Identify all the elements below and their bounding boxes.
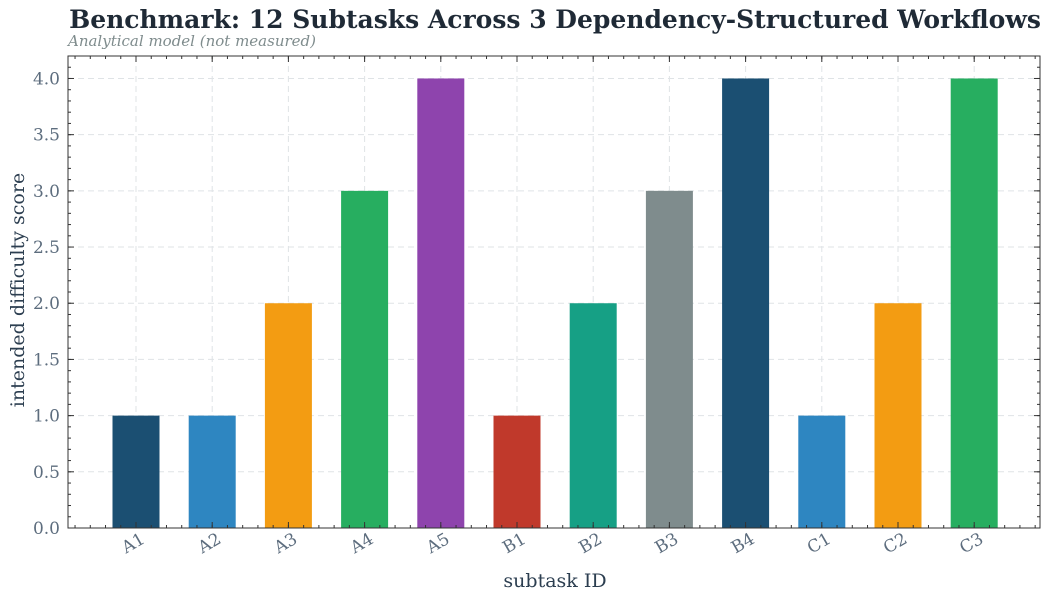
- x-axis-label: subtask ID: [503, 570, 606, 592]
- x-tick-label: B2: [576, 529, 606, 558]
- x-tick-label: A1: [118, 529, 149, 558]
- x-tick-label: B1: [499, 529, 529, 558]
- y-tick-label: 0.0: [33, 519, 60, 539]
- x-tick-label: B3: [652, 529, 682, 558]
- y-tick-label: 4.0: [33, 69, 60, 89]
- bar-b3: [645, 190, 693, 528]
- y-tick-label: 1.0: [33, 407, 60, 427]
- y-tick-label: 3.0: [33, 182, 60, 202]
- y-axis-tick-labels: 0.0 0.5 1.0 1.5 2.0 2.5 3.0 3.5 4.0: [33, 69, 60, 539]
- chart-title: Benchmark: 12 Subtasks Across 3 Dependen…: [69, 5, 1041, 34]
- chart-subtitle: Analytical model (not measured): [66, 32, 316, 50]
- x-tick-label: A3: [270, 529, 301, 558]
- bar-a3: [264, 303, 312, 528]
- bar-a4: [341, 190, 389, 528]
- x-tick-label: A2: [194, 529, 225, 558]
- x-axis-tick-labels: A1 A2 A3 A4 A5 B1 B2 B3 B4 C1 C2 C3: [118, 529, 987, 559]
- bar-c2: [874, 303, 922, 528]
- x-tick-label: C2: [880, 529, 911, 558]
- x-tick-label: B4: [728, 529, 758, 558]
- bars: [112, 78, 998, 528]
- bar-b4: [722, 78, 770, 528]
- bar-a1: [112, 415, 160, 528]
- bar-a2: [188, 415, 236, 528]
- x-tick-label: A5: [422, 529, 453, 558]
- bar-a5: [417, 78, 465, 528]
- bar-c3: [950, 78, 998, 528]
- bar-b1: [493, 415, 541, 528]
- y-tick-label: 1.5: [33, 350, 60, 370]
- x-tick-label: A4: [346, 529, 377, 558]
- bar-c1: [798, 415, 846, 528]
- bar-b2: [569, 303, 617, 528]
- y-tick-label: 2.0: [33, 294, 60, 314]
- axis-ticks: [68, 55, 1040, 529]
- y-tick-label: 2.5: [33, 238, 60, 258]
- x-tick-label: C1: [804, 529, 835, 558]
- y-axis-label: intended difficulty score: [7, 173, 29, 407]
- y-tick-label: 0.5: [33, 463, 60, 483]
- y-tick-label: 3.5: [33, 126, 60, 146]
- x-tick-label: C3: [956, 529, 987, 558]
